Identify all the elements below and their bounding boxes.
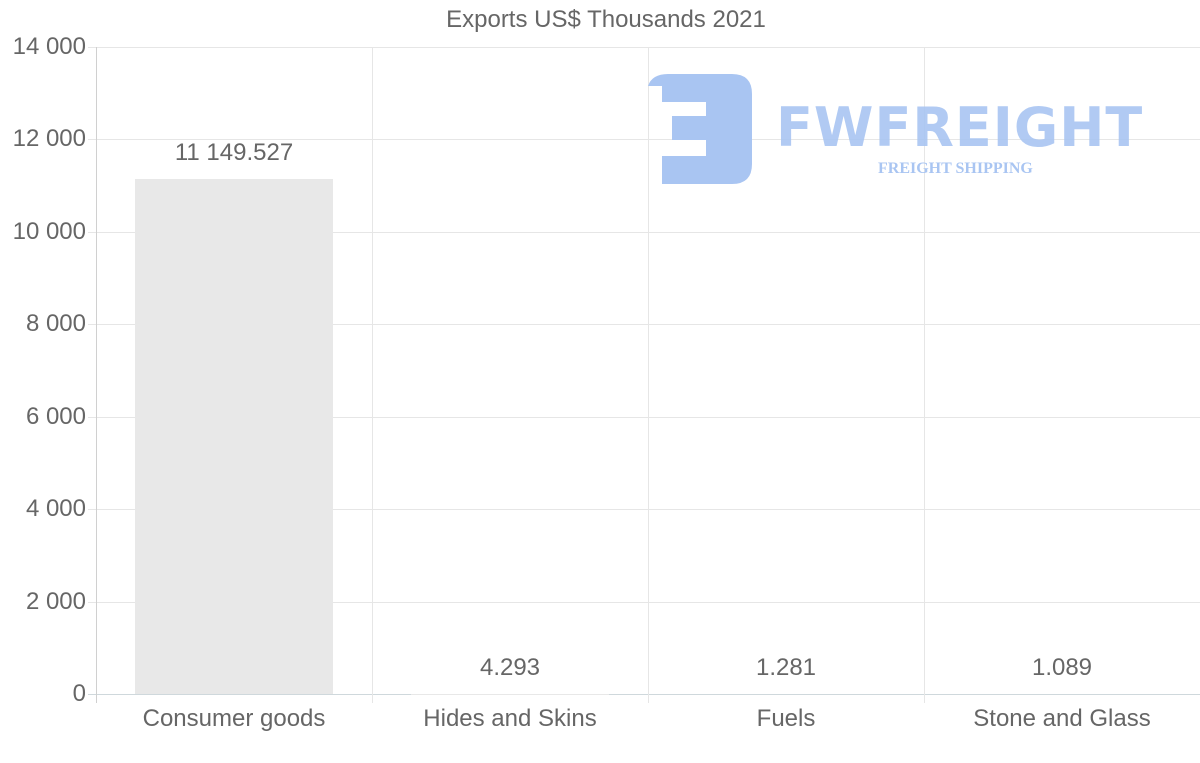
y-tick-label: 0 — [72, 680, 86, 707]
gridline-x — [96, 47, 97, 703]
gridline-y-14000 — [88, 47, 1200, 48]
bar-value-label: 1.281 — [755, 653, 817, 681]
gridline-y-6000 — [88, 416, 1200, 418]
y-tick-label: 12 000 — [12, 125, 86, 153]
gridline-y-8000 — [88, 324, 1200, 326]
y-tick-label: 6 000 — [25, 402, 86, 430]
gridline-x — [648, 47, 649, 703]
gridline-x — [372, 47, 373, 703]
x-tick-label: Stone and Glass — [973, 705, 1151, 732]
gridline-y-10000 — [88, 231, 1200, 233]
gridline-y-12000 — [88, 139, 1200, 141]
y-tick-label: 10 000 — [12, 217, 86, 245]
gridline-y-0 — [88, 694, 1200, 695]
gridline-y-2000 — [88, 601, 1200, 603]
gridline-x — [924, 47, 925, 703]
y-tick-label: 8 000 — [25, 310, 86, 338]
x-tick-label: Hides and Skins — [423, 705, 597, 732]
y-tick-label: 14 000 — [12, 33, 86, 60]
y-tick-label: 4 000 — [25, 495, 86, 523]
x-tick-label: Fuels — [756, 705, 816, 732]
bar-value-label: 4.293 — [479, 653, 541, 681]
bar-value-label: 1.089 — [1031, 653, 1093, 681]
chart-title: Exports US$ Thousands 2021 — [446, 6, 766, 33]
x-tick-label: Consumer goods — [142, 705, 326, 732]
bar-value-label: 11 149.527 — [174, 138, 294, 166]
y-tick-label: 2 000 — [25, 587, 86, 615]
bar-consumer-goods[interactable] — [134, 178, 334, 694]
plot-area: 11 149.527 4.293 1.281 1.089 — [88, 47, 1200, 703]
gridline-y-4000 — [88, 509, 1200, 511]
